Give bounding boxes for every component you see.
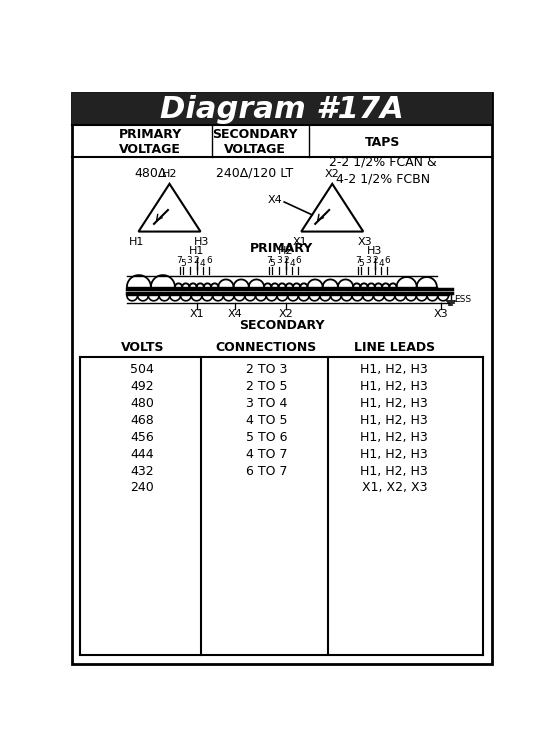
Text: H3: H3 — [194, 237, 210, 247]
Text: 2: 2 — [372, 255, 378, 264]
FancyBboxPatch shape — [72, 93, 492, 664]
Text: 7: 7 — [177, 255, 183, 264]
Text: 480: 480 — [130, 397, 155, 410]
Text: 240: 240 — [130, 482, 154, 494]
Text: Diagram #17A: Diagram #17A — [160, 94, 404, 124]
Text: 4 TO 7: 4 TO 7 — [246, 448, 287, 461]
Text: H1, H2, H3: H1, H2, H3 — [360, 380, 428, 392]
Text: 3: 3 — [276, 255, 282, 264]
Text: H1, H2, H3: H1, H2, H3 — [360, 448, 428, 461]
Text: X1: X1 — [189, 309, 204, 318]
Text: 3 TO 4: 3 TO 4 — [246, 397, 287, 410]
Text: H1, H2, H3: H1, H2, H3 — [360, 363, 428, 376]
Text: 3: 3 — [187, 255, 192, 264]
Text: 2 TO 5: 2 TO 5 — [246, 380, 287, 392]
Text: 2: 2 — [194, 255, 200, 264]
Text: H1, H2, H3: H1, H2, H3 — [360, 397, 428, 410]
Text: VOLTS: VOLTS — [120, 341, 164, 354]
Text: H2: H2 — [278, 246, 294, 256]
Text: 5 TO 6: 5 TO 6 — [246, 431, 287, 443]
Text: 480Δ: 480Δ — [134, 166, 166, 180]
FancyBboxPatch shape — [72, 93, 492, 124]
Text: 3: 3 — [365, 255, 371, 264]
Text: H1, H2, H3: H1, H2, H3 — [360, 464, 428, 478]
Text: H1, H2, H3: H1, H2, H3 — [360, 431, 428, 443]
Text: 7: 7 — [266, 255, 272, 264]
Text: 6: 6 — [295, 255, 301, 264]
Text: 4 TO 5: 4 TO 5 — [246, 413, 287, 427]
Text: SECONDARY
VOLTAGE: SECONDARY VOLTAGE — [212, 128, 298, 157]
Text: H3: H3 — [367, 246, 383, 256]
Text: H1, H2, H3: H1, H2, H3 — [360, 413, 428, 427]
Text: PRIMARY: PRIMARY — [250, 242, 313, 255]
Text: 5: 5 — [180, 258, 185, 267]
Text: CONNECTIONS: CONNECTIONS — [216, 341, 317, 354]
Text: X1: X1 — [293, 237, 307, 247]
Text: H1: H1 — [189, 246, 204, 256]
Text: X2: X2 — [325, 169, 340, 179]
Text: 2: 2 — [283, 255, 289, 264]
Text: X2: X2 — [278, 309, 293, 318]
Text: 4: 4 — [289, 258, 295, 267]
Text: 4: 4 — [378, 258, 384, 267]
Text: 504: 504 — [130, 363, 155, 376]
Text: H2: H2 — [162, 169, 177, 179]
Text: 468: 468 — [130, 413, 154, 427]
Text: 444: 444 — [130, 448, 154, 461]
Text: 6: 6 — [384, 255, 390, 264]
Text: SECONDARY: SECONDARY — [239, 319, 324, 333]
Text: 6: 6 — [206, 255, 212, 264]
Text: 5: 5 — [358, 258, 364, 267]
Text: X4: X4 — [228, 309, 243, 318]
Text: 432: 432 — [130, 464, 154, 478]
Text: TAPS: TAPS — [365, 136, 400, 149]
Text: 6 TO 7: 6 TO 7 — [246, 464, 287, 478]
Text: 240Δ/120 LT: 240Δ/120 LT — [216, 166, 293, 180]
Text: X3: X3 — [358, 237, 372, 247]
Text: 4: 4 — [200, 258, 206, 267]
Text: 5: 5 — [269, 258, 274, 267]
Text: H1: H1 — [129, 237, 145, 247]
Text: 492: 492 — [130, 380, 154, 392]
Text: 2 TO 3: 2 TO 3 — [246, 363, 287, 376]
Text: X3: X3 — [433, 309, 448, 318]
Text: X4: X4 — [268, 195, 283, 205]
Text: 7: 7 — [355, 255, 361, 264]
Text: 456: 456 — [130, 431, 154, 443]
Text: 2-2 1/2% FCAN &
4-2 1/2% FCBN: 2-2 1/2% FCAN & 4-2 1/2% FCBN — [329, 156, 437, 186]
Text: X1, X2, X3: X1, X2, X3 — [361, 482, 427, 494]
Text: LINE LEADS: LINE LEADS — [354, 341, 435, 354]
Text: ESS: ESS — [454, 294, 471, 303]
Text: PRIMARY
VOLTAGE: PRIMARY VOLTAGE — [118, 128, 182, 157]
